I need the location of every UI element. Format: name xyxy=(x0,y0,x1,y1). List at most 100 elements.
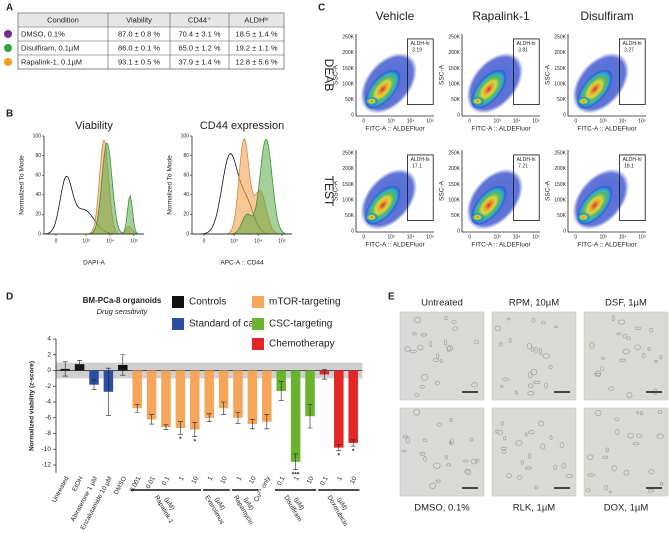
y-tick-label: -4 xyxy=(45,399,51,406)
micrograph-label: RPM, 10µM xyxy=(509,298,559,309)
error-bar xyxy=(350,439,356,447)
column-title: Rapalink-1 xyxy=(472,9,530,23)
micrograph xyxy=(583,407,669,497)
error-bar xyxy=(192,422,198,437)
cell-speck xyxy=(654,359,658,364)
y-tick-label: 50K xyxy=(451,97,461,103)
x-tick-label: 10 xyxy=(349,475,359,485)
histogram-x-label: DAPI-A xyxy=(83,260,105,267)
cell-speck xyxy=(534,346,538,353)
x-tick-label: DMSO xyxy=(113,475,128,496)
x-tick-label: 10 xyxy=(248,475,258,485)
y-tick-label: 50K xyxy=(345,213,355,219)
micrograph-label: DMSO, 0.1% xyxy=(414,503,470,514)
y-tick-label: 0 xyxy=(563,113,566,119)
cell-speck xyxy=(520,460,524,465)
gate-label: ALDH-hi xyxy=(623,157,642,163)
table-cell: 12.8 ± 5.6 % xyxy=(235,57,277,66)
gate-value: 3.19 xyxy=(412,48,422,54)
y-tick-label: 200K xyxy=(342,166,354,172)
y-tick-label: 4 xyxy=(47,336,51,343)
flow-y-label: SSC-A xyxy=(333,180,340,201)
y-tick-label: 0 xyxy=(47,367,51,374)
cell-speck xyxy=(548,365,553,370)
error-bar xyxy=(163,424,169,430)
panel-letter: D xyxy=(6,292,13,303)
cell-speck xyxy=(413,408,421,416)
cell-speck xyxy=(429,340,433,348)
cell-speck xyxy=(414,393,420,397)
cell-speck xyxy=(587,454,594,460)
y-tick-label: 0 xyxy=(457,229,460,235)
gate-label: ALDH-hi xyxy=(411,41,430,47)
flow-axes xyxy=(355,34,434,117)
cell-speck xyxy=(443,339,448,346)
cell-speck xyxy=(609,490,612,494)
legend-swatch xyxy=(252,296,264,308)
histogram-curve xyxy=(44,142,144,235)
density xyxy=(572,52,629,114)
row-label: TEST xyxy=(322,176,336,207)
cell-speck xyxy=(497,430,503,435)
micrograph xyxy=(399,311,485,401)
cell-speck xyxy=(463,459,469,463)
x-tick-label: EtOH xyxy=(71,475,85,493)
cell-speck xyxy=(559,442,565,449)
flow-y-label: SSC-A xyxy=(545,180,552,201)
y-tick-label: 150K xyxy=(554,182,566,188)
gate-value: 7.21 xyxy=(518,164,528,170)
gate-value: 18.1 xyxy=(624,164,634,170)
y-tick-label: 200K xyxy=(448,166,460,172)
y-tick-label: 150K xyxy=(342,66,354,72)
error-bar xyxy=(278,381,284,401)
density-hot xyxy=(471,213,484,222)
cell-speck xyxy=(449,438,454,445)
density-hot xyxy=(577,97,590,106)
cell-speck xyxy=(619,358,627,362)
density-hot xyxy=(471,97,484,106)
significance: *** xyxy=(292,471,300,478)
column-title: Disulfiram xyxy=(580,9,633,23)
bar xyxy=(247,370,258,425)
table-cell: 86.0 ± 0.1 % xyxy=(118,43,160,52)
cell-speck xyxy=(515,440,523,446)
x-tick-label: 10⁴ xyxy=(254,238,262,244)
cell-speck xyxy=(602,455,609,459)
y-tick-label: 2 xyxy=(47,351,51,358)
cell-speck xyxy=(435,479,441,483)
cell-speck xyxy=(540,443,546,450)
cell-speck xyxy=(528,453,532,459)
cell-speck xyxy=(611,465,617,472)
gate-label: ALDH-hi xyxy=(623,41,642,47)
cell-speck xyxy=(514,390,518,395)
significance: * xyxy=(352,448,355,455)
y-tick-label: 150K xyxy=(448,66,460,72)
flow-plot xyxy=(466,38,540,114)
x-tick-label: 0 xyxy=(362,118,365,124)
cell-speck xyxy=(541,321,546,325)
y-tick-label: -8 xyxy=(45,430,51,437)
y-tick-label: 0 xyxy=(186,231,189,237)
cell-speck xyxy=(446,345,454,351)
legend-swatch xyxy=(172,296,184,308)
cell-speck xyxy=(421,374,428,381)
x-tick-label: 10⁵ xyxy=(130,238,138,244)
cell-speck xyxy=(503,436,507,441)
gate-value: 3.27 xyxy=(624,48,634,54)
y-tick-label: 0 xyxy=(351,229,354,235)
panel-letter: A xyxy=(6,3,13,14)
legend-label: CSC-targeting xyxy=(269,319,332,330)
error-bar xyxy=(177,421,183,435)
y-tick-label: 200K xyxy=(342,50,354,56)
table-header: ALDHʰⁱ xyxy=(244,15,268,24)
cell-speck xyxy=(419,452,426,456)
bar xyxy=(175,370,186,428)
flow-y-label: SSC-A xyxy=(439,180,446,201)
cell-speck xyxy=(549,435,553,440)
error-bar xyxy=(249,419,255,430)
y-tick-label: 100 xyxy=(181,133,190,139)
cell-speck xyxy=(656,433,664,439)
error-bar xyxy=(221,401,227,415)
bar xyxy=(204,370,214,418)
